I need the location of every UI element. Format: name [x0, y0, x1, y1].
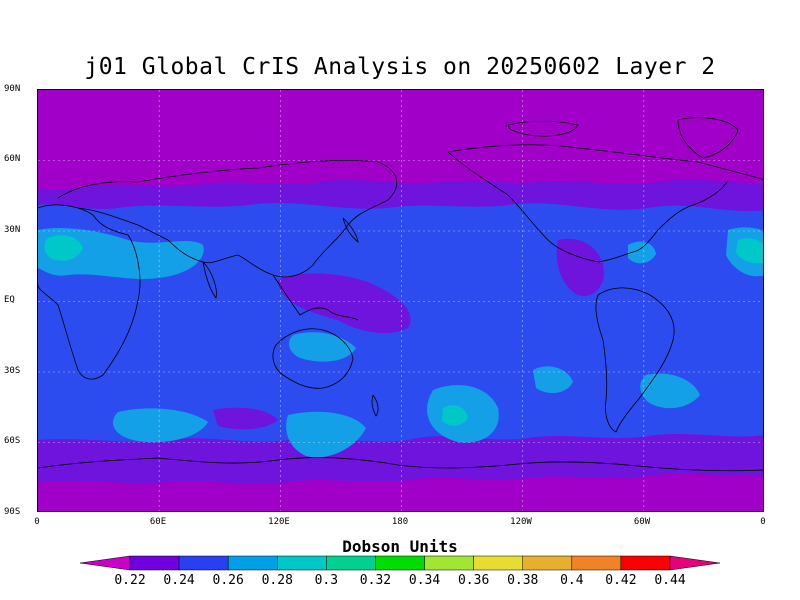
map-canvas [38, 90, 763, 511]
map-title: j01 Global CrIS Analysis on 20250602 Lay… [84, 54, 716, 80]
y-label-30n: 30N [4, 225, 21, 235]
colorbar [79, 555, 721, 571]
colorbar-swatches [79, 555, 721, 571]
colorbar-swatch [178, 555, 229, 571]
ozone-patch-east-pacific-south [533, 366, 573, 394]
colorbar-swatch [473, 555, 523, 571]
ozone-patch-south-atlantic [640, 373, 700, 409]
colorbar-label: 0.28 [261, 573, 293, 588]
ozone-patch-gulf [628, 241, 656, 264]
ozone-patch-tasman [286, 411, 366, 458]
global-map [37, 89, 764, 512]
coast-india [202, 261, 217, 299]
x-label-120e: 120E [268, 517, 290, 527]
y-label-60n: 60N [4, 154, 21, 164]
colorbar-swatch [129, 555, 180, 571]
colorbar-label: 0.42 [605, 573, 637, 588]
graticule [38, 90, 763, 511]
colorbar-swatch [522, 555, 573, 571]
colorbar-swatch [227, 555, 278, 571]
colorbar-label: 0.3 [314, 573, 339, 588]
coastlines [38, 117, 763, 472]
coast-new-zealand [371, 394, 379, 417]
colorbar-swatch [424, 555, 474, 571]
ozone-patch-southern-ocean [213, 407, 278, 430]
colorbar-swatch [326, 555, 376, 571]
coast-north-america [447, 144, 763, 263]
x-label-60e: 60E [149, 517, 167, 527]
coast-south-america [595, 287, 675, 433]
ozone-field-0.22-south [38, 473, 763, 511]
colorbar-label: 0.22 [114, 573, 146, 588]
ozone-core-mexico [736, 238, 763, 264]
ozone-patch-north-africa [38, 228, 204, 279]
ozone-core-south-pacific [442, 405, 468, 426]
colorbar-label: 0.4 [560, 573, 584, 588]
colorbar-low-arrow [79, 555, 131, 571]
y-label-90n: 90N [4, 84, 21, 94]
x-label-180: 180 [391, 517, 409, 527]
ozone-patch-australia [288, 332, 356, 362]
y-label-eq: EQ [4, 295, 15, 305]
y-label-30s: 30S [4, 366, 21, 376]
colorbar-label: 0.34 [408, 573, 441, 588]
colorbar-label: 0.38 [507, 573, 539, 588]
colorbar-label: 0.32 [359, 573, 392, 588]
coast-australia [272, 328, 354, 389]
y-label-90s: 90S [4, 507, 21, 517]
ozone-patch-south-indian [113, 408, 208, 443]
y-label-60s: 60S [4, 436, 21, 446]
coast-greenland [677, 117, 739, 159]
colorbar-swatch [375, 555, 425, 571]
colorbar-title: Dobson Units [342, 537, 458, 556]
x-label-0-end: 0 [760, 517, 766, 527]
colorbar-high-arrow [669, 555, 721, 571]
coast-japan [342, 217, 359, 243]
ozone-patch-west-pacific [278, 273, 411, 334]
colorbar-swatch [277, 555, 327, 571]
x-label-0: 0 [34, 517, 40, 527]
coast-africa [38, 204, 141, 380]
ozone-core-sahara [44, 235, 83, 261]
coast-se-asia [272, 274, 359, 321]
colorbar-swatch [620, 555, 671, 571]
coast-antarctica [38, 457, 763, 472]
coast-eurasia [57, 159, 398, 278]
ozone-field-0.22-north [38, 90, 763, 190]
colorbar-label: 0.44 [654, 573, 686, 588]
x-label-120w: 120W [510, 517, 532, 527]
colorbar-swatch [571, 555, 622, 571]
coast-arctic-islands [507, 120, 579, 137]
colorbar-label: 0.36 [457, 573, 490, 588]
colorbar-label: 0.26 [212, 573, 244, 588]
x-label-60w: 60W [633, 517, 651, 527]
colorbar-label: 0.24 [163, 573, 195, 588]
